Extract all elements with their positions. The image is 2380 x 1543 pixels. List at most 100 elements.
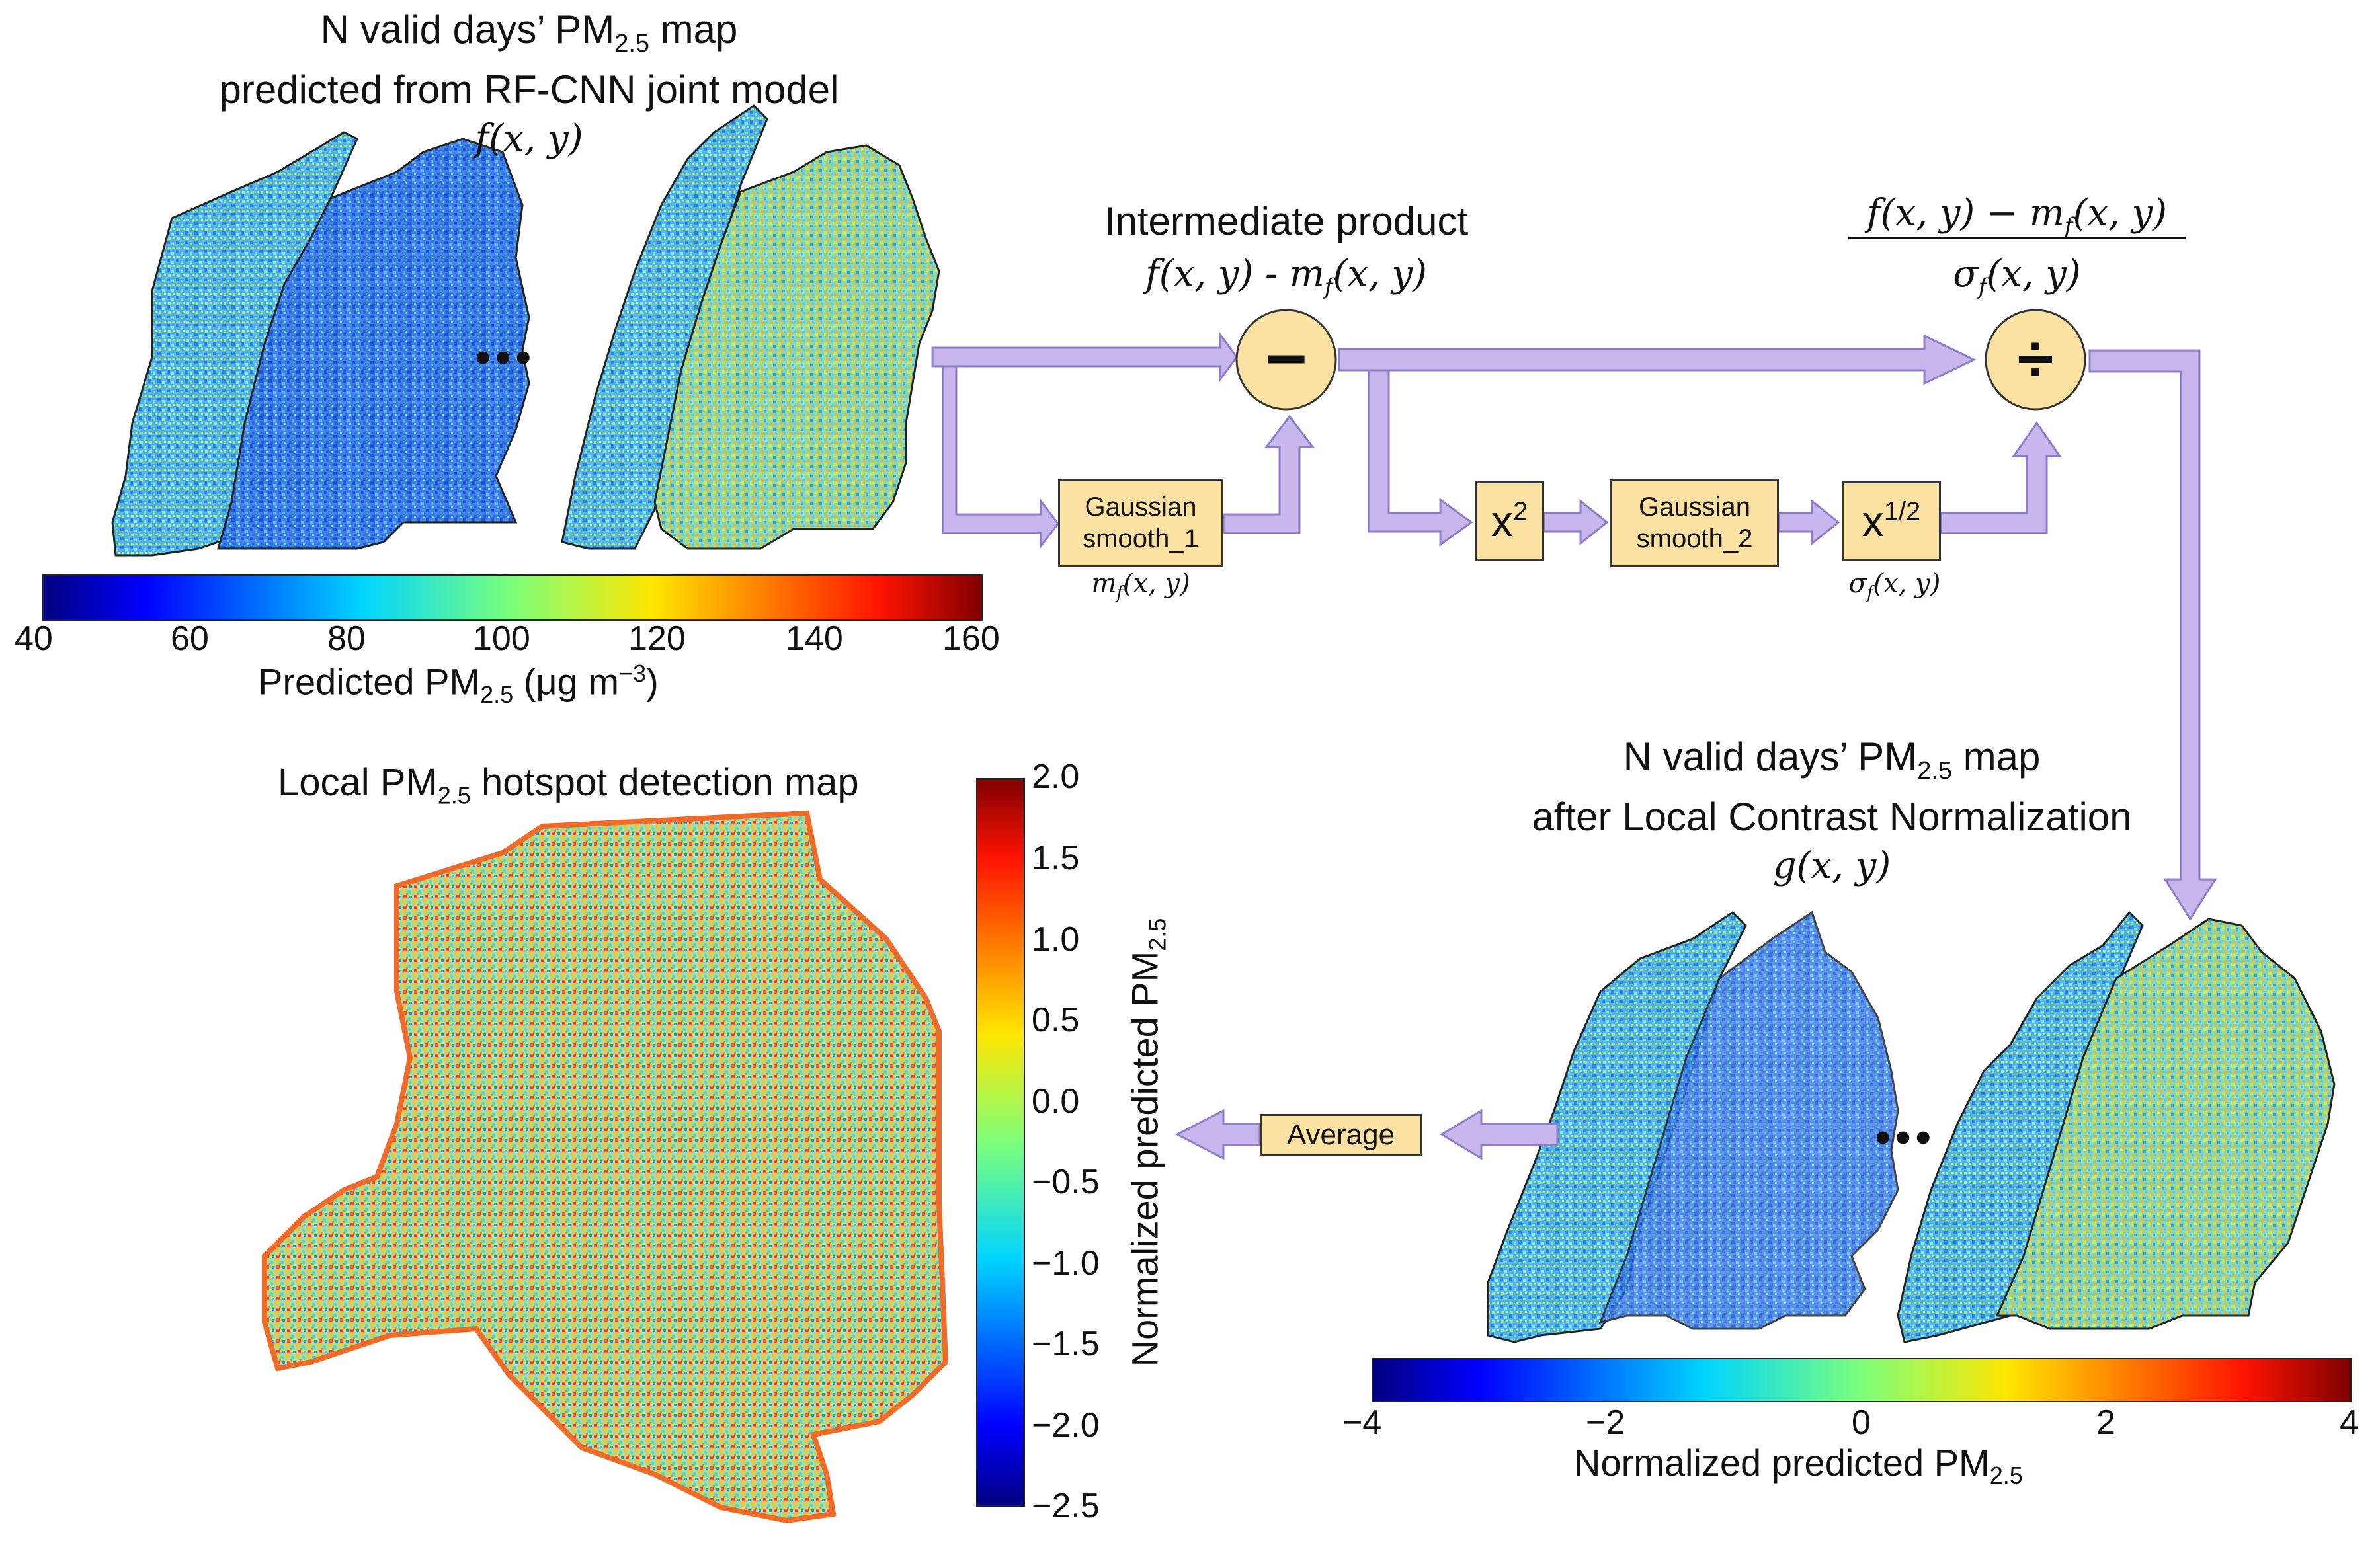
top-maps-title-line2: predicted from RF-CNN joint model: [219, 67, 839, 112]
title-text-end: map: [1952, 734, 2041, 779]
colorbar-hotspot-tick: −2.0: [1032, 1406, 1100, 1444]
gauss2-line2: smooth_2: [1636, 524, 1753, 553]
gauss1-line1: Gaussian: [1085, 493, 1197, 522]
colorbar-hotspot-tick: 2.0: [1032, 758, 1080, 796]
arrow-maps-to-average: [1440, 1109, 1559, 1160]
title-subscript: 2.5: [1917, 757, 1953, 785]
hotspot-axis-label: Normalized predicted PM2.5: [1123, 918, 1171, 1367]
numerator-subscript: f: [2064, 213, 2073, 240]
colorbar-bottom-label: Normalized predicted PM2.5: [1574, 1441, 2023, 1489]
intermediate-title: Intermediate product: [1104, 199, 1469, 243]
minus-operator-circle: [1235, 309, 1337, 411]
colorbar-bottom-tick: −4: [1342, 1404, 1382, 1442]
formula-subscript: f: [1324, 274, 1333, 301]
colorbar-bottom-tick: 2: [2096, 1404, 2115, 1442]
bottom-maps-title: N valid days’ PM2.5 map after Local Cont…: [1435, 734, 2229, 889]
arrow-divide-down: [2088, 349, 2217, 921]
colorbar-top: [42, 574, 983, 621]
square-text: x: [1491, 496, 1513, 545]
divide-denominator: σf(x, y): [1845, 253, 2189, 300]
label-text: Predicted PM: [258, 660, 481, 703]
top-maps-title-line1: N valid days’ PM2.5 map: [132, 7, 926, 67]
sqrt-output-label: σf(x, y): [1812, 569, 1977, 603]
divide-operator-circle: [1985, 309, 2086, 411]
flow-arrows: [931, 331, 2217, 1160]
sqrt-box: x 1/2: [1842, 481, 1941, 561]
colorbar-bottom: [1372, 1358, 2352, 1402]
arrow-average-to-hotspot: [1174, 1109, 1261, 1160]
denominator-subscript: f: [1978, 274, 1987, 301]
average-box: Average: [1260, 1114, 1422, 1156]
minus-operator: −: [1264, 318, 1308, 399]
numerator-text: f(x, y) − m: [1867, 192, 2065, 235]
bottom-maps: [1487, 910, 2336, 1343]
title-subscript: 2.5: [437, 781, 471, 809]
bottom-maps-formula: g(x, y): [1772, 844, 1891, 887]
bottom-ellipsis: •••: [1875, 1111, 1936, 1163]
top-maps-formula: f(x, y): [475, 117, 583, 160]
colorbar-top-tick: 100: [473, 619, 530, 658]
bottom-map-4: [1995, 918, 2336, 1330]
formula-text-end: (x, y): [1333, 253, 1427, 296]
colorbar-bottom-tick: −2: [1586, 1404, 1625, 1442]
arrow-to-minus: [931, 331, 1238, 383]
colorbar-top-tick: 120: [628, 619, 686, 658]
top-map-4: [653, 144, 940, 550]
label-subscript: 2.5: [1989, 1462, 2023, 1489]
divide-operator: ÷: [2017, 322, 2054, 396]
arrow-minus-to-divide: [1338, 334, 1977, 385]
intermediate-formula: f(x, y) - mf(x, y): [1071, 253, 1501, 300]
top-map-2: [217, 138, 530, 550]
title-text: Local PM: [278, 761, 438, 804]
sqrt-output-subscript: f: [1866, 583, 1873, 603]
bottom-map-2: [1598, 910, 1899, 1330]
arrow-gauss2-to-sqrt: [1778, 498, 1840, 546]
colorbar-top-tick: 60: [171, 619, 209, 658]
arrow-to-gauss1: [942, 365, 1059, 549]
label-text: Normalized predicted PM: [1124, 951, 1166, 1367]
bottom-maps-title-line2: after Local Contrast Normalization: [1532, 795, 2132, 839]
arrow-gauss1-to-minus: [1222, 415, 1315, 534]
gaussian-smooth-2-box: Gaussian smooth_2: [1610, 479, 1779, 567]
denominator-text: σ: [1953, 253, 1979, 296]
gauss1-output-text: m: [1091, 569, 1117, 599]
colorbar-top-label: Predicted PM2.5 (μg m−3): [258, 660, 659, 709]
bottom-maps-title-line1: N valid days’ PM2.5 map: [1435, 734, 2229, 794]
title-subscript: 2.5: [614, 30, 650, 58]
colorbar-top-tick: 40: [15, 619, 53, 658]
sqrt-output-text: σ: [1848, 569, 1867, 599]
colorbar-hotspot-tick: −1.0: [1032, 1244, 1100, 1283]
title-text: N valid days’ PM: [1623, 734, 1918, 779]
label-superscript: −3: [619, 660, 647, 687]
gauss1-output-subscript: f: [1116, 583, 1123, 603]
gauss1-output-label: mf(x, y): [1058, 569, 1223, 603]
gauss1-output-text-end: (x, y): [1122, 569, 1190, 599]
colorbar-bottom-tick: 0: [1852, 1404, 1871, 1442]
label-text-mid: (μg m: [513, 660, 620, 703]
colorbar-bottom-tick: 4: [2340, 1404, 2359, 1442]
colorbar-hotspot-tick: 1.5: [1032, 839, 1080, 877]
title-text-end: hotspot detection map: [470, 761, 859, 804]
colorbar-hotspot-tick: 0.0: [1032, 1082, 1080, 1121]
numerator-text-end: (x, y): [2072, 192, 2167, 235]
title-text: N valid days’ PM: [320, 7, 615, 52]
gaussian-smooth-1-box: Gaussian smooth_1: [1058, 479, 1223, 567]
top-maps: [111, 104, 940, 557]
arrow-to-square: [1368, 369, 1473, 547]
colorbar-hotspot-tick: −0.5: [1032, 1163, 1100, 1201]
label-subscript: 2.5: [1143, 918, 1171, 951]
top-ellipsis: •••: [475, 331, 536, 383]
hotspot-title: Local PM2.5 hotspot detection map: [278, 760, 859, 810]
formula-text: f(x, y) - m: [1145, 253, 1325, 296]
top-maps-title: N valid days’ PM2.5 map predicted from R…: [132, 7, 926, 162]
label-text-end: ): [646, 660, 659, 703]
label-subscript: 2.5: [480, 680, 514, 708]
colorbar-top-tick: 140: [786, 619, 843, 658]
sqrt-output-text-end: (x, y): [1873, 569, 1941, 599]
hotspot-map: [262, 810, 949, 1524]
colorbar-top-tick: 160: [942, 619, 1000, 658]
colorbar-hotspot-tick: 0.5: [1032, 1001, 1080, 1039]
sqrt-text: x: [1862, 496, 1884, 545]
label-text: Normalized predicted PM: [1574, 1442, 1990, 1484]
